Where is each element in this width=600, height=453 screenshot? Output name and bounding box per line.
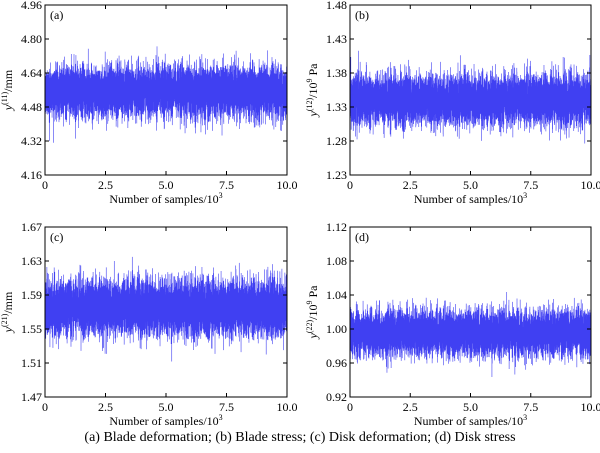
x-tick-label: 2.5 (98, 178, 113, 192)
data-series-line (45, 46, 287, 143)
x-tick-label: 2.5 (403, 178, 418, 192)
subplot-c: 1.47 1.51 1.55 1.59 1.63 1.67 0 2.5 5.0 7.5 10.0 (c… (0, 220, 298, 428)
y-tick-label: 1.00 (326, 322, 347, 336)
y-axis-label: y(11)/mm (0, 69, 15, 111)
x-tick-label: 10.0 (581, 400, 600, 414)
x-tick-label: 7.5 (219, 400, 234, 414)
data-series-line (350, 292, 591, 378)
y-tick-label: 4.32 (21, 134, 42, 148)
x-axis-label: Number of samples/103 (109, 191, 222, 206)
y-tick-label: 4.48 (21, 100, 42, 114)
x-tick-label: 10.0 (581, 178, 600, 192)
x-tick-label: 2.5 (403, 400, 418, 414)
x-tick-label: 5.0 (463, 178, 478, 192)
y-axis-label: y(12)/109 Pa (305, 63, 320, 118)
y-tick-label: 1.28 (326, 134, 347, 148)
x-tick-label: 0 (42, 400, 48, 414)
y-tick-label: 1.08 (326, 254, 347, 268)
subplot-b: 1.23 1.28 1.33 1.38 1.43 1.48 0 2.5 5.0 7.5 10.0 (b… (305, 0, 600, 206)
figure-caption: (a) Blade deformation; (b) Blade stress;… (84, 430, 516, 445)
x-tick-label: 5.0 (159, 178, 174, 192)
y-tick-label: 1.04 (326, 288, 347, 302)
data-series-line (350, 50, 591, 144)
x-axis-label: Number of samples/103 (109, 413, 222, 428)
x-tick-label: 7.5 (523, 400, 538, 414)
x-tick-label: 7.5 (523, 178, 538, 192)
y-tick-label: 4.80 (21, 32, 42, 46)
y-tick-label: 4.64 (21, 66, 42, 80)
x-tick-label: 0 (347, 400, 353, 414)
y-tick-label: 1.38 (326, 66, 347, 80)
y-tick-label: 1.23 (326, 168, 347, 182)
x-tick-label: 10.0 (277, 178, 298, 192)
x-tick-label: 2.5 (98, 400, 113, 414)
x-tick-label: 0 (347, 178, 353, 192)
subplot-d: 0.92 0.96 1.00 1.04 1.08 1.12 0 2.5 5.0 7.5 10.0 (d… (305, 220, 600, 428)
y-tick-label: 1.55 (21, 322, 42, 336)
x-tick-label: 5.0 (159, 400, 174, 414)
y-axis-label: y(22)/109 Pa (305, 285, 320, 340)
y-tick-label: 4.96 (21, 0, 42, 12)
data-series-line (45, 256, 287, 362)
panel-label: (a) (50, 8, 63, 22)
x-tick-label: 10.0 (277, 400, 298, 414)
y-tick-label: 1.59 (21, 288, 42, 302)
x-tick-label: 7.5 (219, 178, 234, 192)
x-axis-label: Number of samples/103 (414, 191, 527, 206)
y-tick-label: 0.96 (326, 356, 347, 370)
y-tick-label: 1.47 (21, 390, 42, 404)
x-tick-label: 0 (42, 178, 48, 192)
y-tick-label: 1.43 (326, 32, 347, 46)
panel-label: (c) (50, 230, 63, 244)
y-tick-label: 1.33 (326, 100, 347, 114)
x-axis-label: Number of samples/103 (414, 413, 527, 428)
x-tick-label: 5.0 (463, 400, 478, 414)
panel-label: (d) (355, 230, 369, 244)
y-tick-label: 1.67 (21, 220, 42, 234)
y-tick-label: 1.51 (21, 356, 42, 370)
y-tick-label: 0.92 (326, 390, 347, 404)
y-axis-label: y(21)/mm (0, 291, 15, 333)
y-tick-label: 4.16 (21, 168, 42, 182)
y-tick-label: 1.12 (326, 220, 347, 234)
panel-label: (b) (355, 8, 369, 22)
y-tick-label: 1.63 (21, 254, 42, 268)
y-tick-label: 1.48 (326, 0, 347, 12)
subplot-a: 4.16 4.32 4.48 4.64 4.80 4.96 0 2.5 5.0 7.5 10.0 (a… (0, 0, 298, 206)
